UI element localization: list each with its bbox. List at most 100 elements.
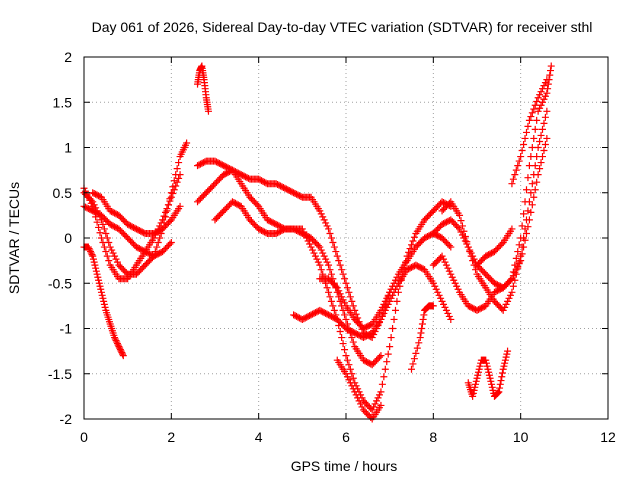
data-point [483, 362, 491, 370]
data-point [88, 251, 96, 259]
data-point [116, 344, 124, 352]
data-point [170, 186, 178, 194]
data-point [332, 282, 340, 290]
data-point [357, 400, 365, 408]
data-point [543, 134, 551, 142]
data-point [115, 343, 123, 351]
data-point [339, 296, 347, 304]
data-point [543, 76, 551, 84]
data-point [511, 171, 519, 179]
data-point [437, 294, 445, 302]
data-point [322, 219, 330, 227]
data-point [418, 320, 426, 328]
data-point [109, 249, 117, 257]
data-point [530, 134, 538, 142]
data-point [304, 237, 312, 245]
data-point [387, 294, 395, 302]
data-point [495, 388, 503, 396]
data-point [512, 166, 520, 174]
data-point [537, 159, 545, 167]
data-point [393, 297, 401, 305]
data-series [211, 198, 455, 414]
data-point [351, 388, 359, 396]
data-point [384, 300, 392, 308]
data-point [441, 303, 449, 311]
data-point [335, 287, 343, 295]
data-point [383, 303, 391, 311]
data-point [86, 196, 94, 204]
data-point [482, 356, 490, 364]
data-series [429, 62, 555, 292]
data-point [434, 288, 442, 296]
data-point [99, 239, 107, 247]
data-point [116, 346, 124, 354]
data-point [536, 91, 544, 99]
data-point [530, 105, 538, 113]
data-point [527, 113, 535, 121]
data-point [522, 229, 530, 237]
data-point [539, 85, 546, 93]
data-point [333, 252, 341, 260]
data-point [310, 249, 318, 257]
y-tick-label: -2 [60, 411, 73, 427]
data-point [301, 231, 309, 239]
y-tick-labels: -2 -1.5 -1 -0.5 0 0.5 1 1.5 2 [48, 49, 72, 427]
data-series [333, 356, 385, 423]
data-point [515, 258, 523, 266]
data-point [371, 400, 379, 408]
data-point [332, 248, 340, 256]
data-point [111, 334, 119, 342]
data-point [326, 266, 334, 274]
data-point [522, 128, 530, 136]
data-point [346, 379, 354, 387]
data-point [417, 329, 425, 337]
data-point [520, 210, 528, 218]
data-point [113, 338, 121, 346]
data-point [448, 273, 456, 281]
data-point [474, 371, 482, 379]
data-point [533, 178, 541, 186]
data-point [521, 198, 529, 206]
data-point [409, 237, 417, 245]
data-point [119, 352, 127, 360]
data-point [167, 239, 175, 247]
data-point [112, 255, 120, 263]
data-series [80, 139, 191, 278]
data-point [336, 261, 344, 269]
data-point [175, 159, 183, 167]
data-point [93, 270, 101, 278]
data-point [530, 171, 538, 179]
data-point [444, 264, 452, 272]
data-point [499, 306, 507, 314]
data-point [101, 303, 109, 311]
data-point [316, 243, 324, 251]
data-point [87, 248, 95, 256]
data-point [85, 245, 93, 253]
data-point [327, 270, 335, 278]
data-point [504, 347, 512, 355]
data-point [309, 246, 317, 254]
data-point [335, 257, 343, 265]
data-point [159, 216, 167, 224]
data-point [298, 225, 306, 233]
data-point [524, 207, 532, 215]
data-point [108, 246, 116, 254]
data-point [518, 147, 526, 155]
data-point [429, 302, 437, 310]
data-point [442, 306, 450, 314]
data-point [533, 116, 541, 124]
data-point [466, 246, 474, 254]
data-point [330, 306, 338, 314]
data-point [92, 267, 100, 275]
data-point [378, 312, 386, 320]
data-point [348, 382, 356, 390]
x-tick-label: 2 [167, 429, 175, 445]
data-point [484, 365, 492, 373]
data-point [87, 249, 95, 257]
data-point [527, 189, 535, 197]
data-point [541, 140, 549, 148]
data-point [536, 165, 544, 173]
data-point [97, 285, 105, 293]
data-point [531, 186, 539, 194]
data-point [496, 380, 504, 388]
